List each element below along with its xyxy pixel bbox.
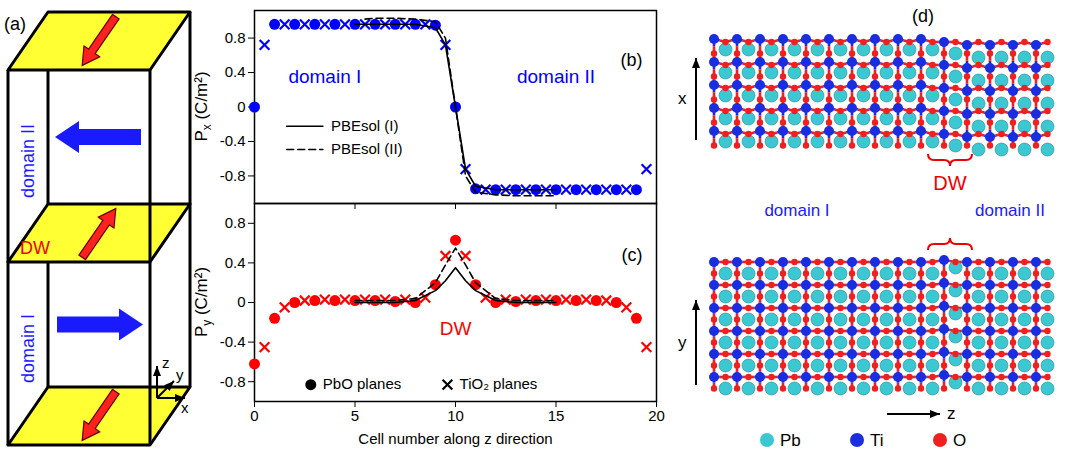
svg-text:0.4: 0.4 <box>225 254 246 271</box>
svg-text:0.8: 0.8 <box>225 29 246 46</box>
svg-text:0: 0 <box>237 293 245 310</box>
svg-text:domain II: domain II <box>975 201 1045 220</box>
svg-text:y: y <box>176 366 184 383</box>
svg-text:domain I: domain I <box>288 66 361 87</box>
svg-text:x: x <box>181 399 189 416</box>
svg-text:O: O <box>953 431 966 450</box>
svg-text:y: y <box>678 333 687 352</box>
svg-text:0.4: 0.4 <box>225 63 246 80</box>
svg-text:DW: DW <box>440 318 472 339</box>
svg-text:Ti: Ti <box>870 431 884 450</box>
svg-text:20: 20 <box>648 407 665 424</box>
svg-text:10: 10 <box>447 407 464 424</box>
svg-text:domain II: domain II <box>517 66 595 87</box>
svg-text:x: x <box>678 89 687 108</box>
svg-text:domain I: domain I <box>764 201 829 220</box>
svg-text:Px (C/m²): Px (C/m²) <box>192 71 214 141</box>
svg-text:z: z <box>162 354 170 371</box>
svg-text:-0.4: -0.4 <box>220 132 246 149</box>
svg-text:(a): (a) <box>4 14 26 34</box>
svg-text:0: 0 <box>237 98 245 115</box>
svg-text:-0.8: -0.8 <box>220 373 246 390</box>
svg-text:domain I: domain I <box>18 314 38 383</box>
svg-text:TiO₂ planes: TiO₂ planes <box>460 375 538 392</box>
svg-text:Pb: Pb <box>780 431 801 450</box>
svg-text:z: z <box>947 404 956 423</box>
svg-text:DW: DW <box>933 172 966 194</box>
svg-text:-0.8: -0.8 <box>220 167 246 184</box>
svg-text:(c): (c) <box>621 245 642 265</box>
svg-text:DW: DW <box>20 238 50 258</box>
svg-text:PbO planes: PbO planes <box>323 375 401 392</box>
svg-text:Py (C/m²): Py (C/m²) <box>192 267 214 337</box>
svg-text:PBEsol (I): PBEsol (I) <box>331 117 399 134</box>
svg-text:domain II: domain II <box>18 124 38 198</box>
svg-text:0: 0 <box>250 407 258 424</box>
svg-text:-0.4: -0.4 <box>220 333 246 350</box>
svg-text:(d): (d) <box>912 6 934 26</box>
svg-text:PBEsol (II): PBEsol (II) <box>331 140 403 157</box>
svg-text:0.8: 0.8 <box>225 214 246 231</box>
svg-text:(b): (b) <box>620 50 642 70</box>
svg-text:5: 5 <box>351 407 359 424</box>
svg-text:Cell number along z direction: Cell number along z direction <box>358 430 552 447</box>
svg-text:15: 15 <box>548 407 565 424</box>
